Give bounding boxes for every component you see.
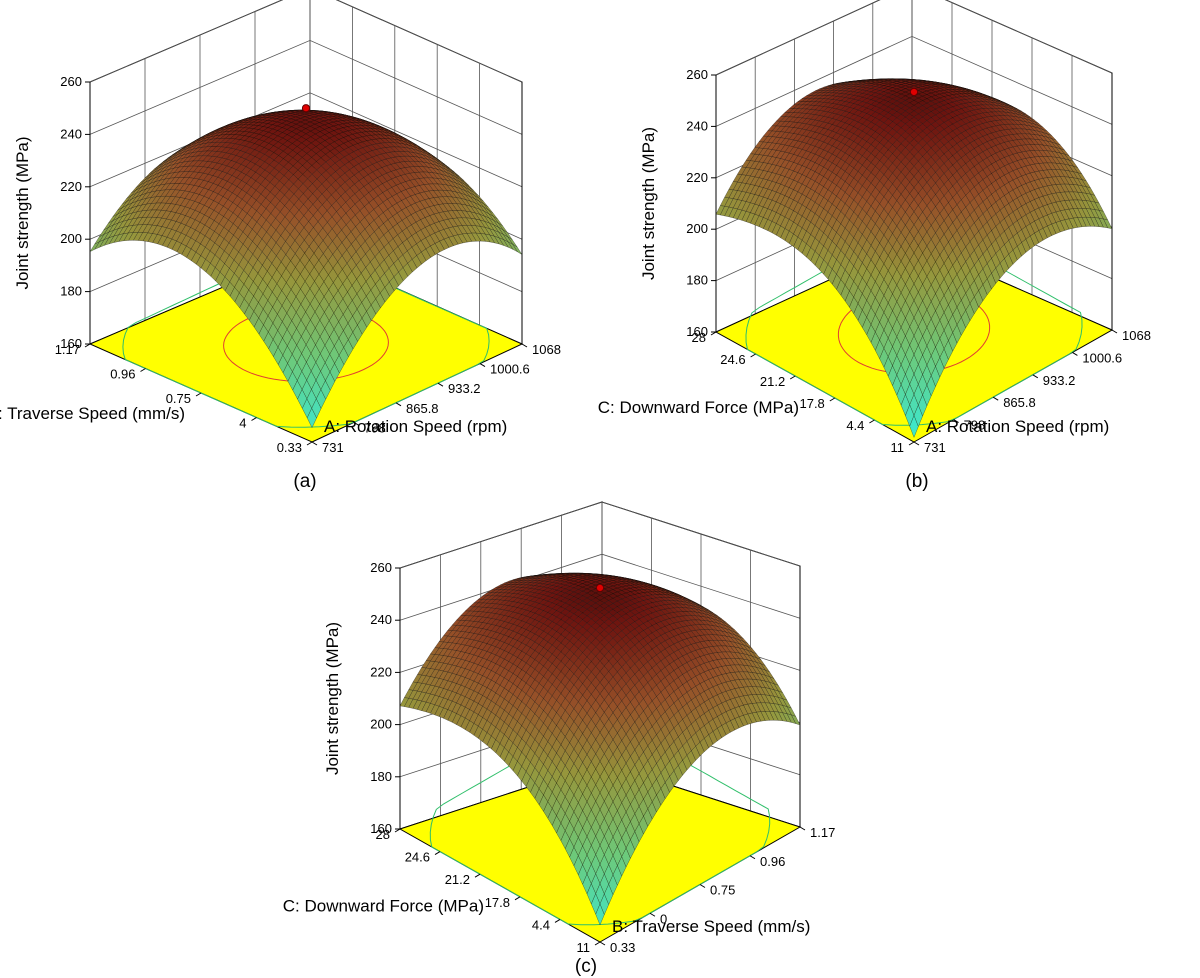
z-tick-label: 180 — [60, 284, 82, 299]
x-tick-label: 933.2 — [1043, 373, 1076, 388]
x-tick — [521, 343, 528, 348]
x-tick — [1111, 329, 1118, 334]
y-axis-title: C: Downward Force (MPa) — [598, 398, 799, 417]
x-tick-label: 731 — [924, 440, 946, 455]
z-tick-label: 240 — [60, 126, 82, 141]
z-tick-label: 260 — [686, 67, 708, 82]
y-tick-label: 24.6 — [720, 352, 745, 367]
optimum-point — [909, 87, 919, 97]
y-tick-label: 28 — [692, 330, 706, 345]
z-tick-label: 220 — [60, 179, 82, 194]
wall-gridline-z — [89, 0, 523, 83]
z-tick-label: 180 — [686, 273, 708, 288]
panel-label: (b) — [905, 471, 928, 492]
x-tick-label: 865.8 — [406, 401, 439, 416]
y-tick — [908, 441, 915, 446]
y-tick-label: 1.17 — [55, 342, 80, 357]
y-tick — [829, 397, 836, 402]
z-tick-label: 200 — [686, 221, 708, 236]
x-tick-label: 1000.6 — [1082, 350, 1122, 365]
y-axis-title: B: Traverse Speed (mm/s) — [0, 404, 185, 423]
y-tick-label: 4 — [239, 416, 246, 431]
y-tick — [140, 368, 146, 372]
x-tick-label: 731 — [322, 440, 344, 455]
x-tick-label: 1000.6 — [490, 362, 530, 377]
y-tick — [195, 392, 202, 397]
y-tick — [789, 375, 796, 380]
response-surface — [89, 109, 523, 429]
y-tick-label: 0.96 — [110, 367, 135, 382]
y-tick-label: 17.8 — [799, 396, 824, 411]
x-axis-title: A: Rotation Speed (rpm) — [324, 417, 507, 436]
x-tick — [395, 402, 402, 407]
x-tick — [437, 382, 444, 387]
panel-label: (a) — [293, 471, 316, 492]
y-tick — [869, 419, 875, 424]
y-tick — [251, 417, 257, 421]
x-tick — [913, 441, 920, 446]
z-tick-label: 220 — [686, 170, 708, 185]
z-axis-title: Joint strength (MPa) — [13, 136, 32, 289]
y-tick — [750, 353, 756, 358]
y-tick-label: 11 — [891, 440, 905, 455]
x-tick — [1032, 374, 1039, 379]
x-tick-label: 933.2 — [448, 381, 481, 396]
x-tick — [992, 396, 999, 401]
z-axis-title: Joint strength (MPa) — [639, 127, 658, 280]
z-tick-label: 240 — [686, 118, 708, 133]
x-tick-label: 1068 — [1122, 328, 1151, 343]
y-tick-label: 0.33 — [277, 440, 302, 455]
y-tick-label: 4.4 — [846, 418, 864, 433]
z-tick-label: 200 — [60, 231, 82, 246]
y-tick-label: 21.2 — [760, 374, 785, 389]
x-tick-label: 1068 — [532, 342, 561, 357]
optimum-point — [301, 104, 311, 113]
x-tick-label: 865.8 — [1003, 395, 1036, 410]
x-tick — [479, 363, 486, 368]
x-axis-title: A: Rotation Speed (rpm) — [926, 417, 1109, 436]
x-tick — [311, 441, 318, 446]
x-tick — [1072, 351, 1078, 356]
panel-label: (c) — [575, 956, 597, 977]
y-tick — [306, 441, 313, 446]
z-tick-label: 260 — [60, 74, 82, 89]
